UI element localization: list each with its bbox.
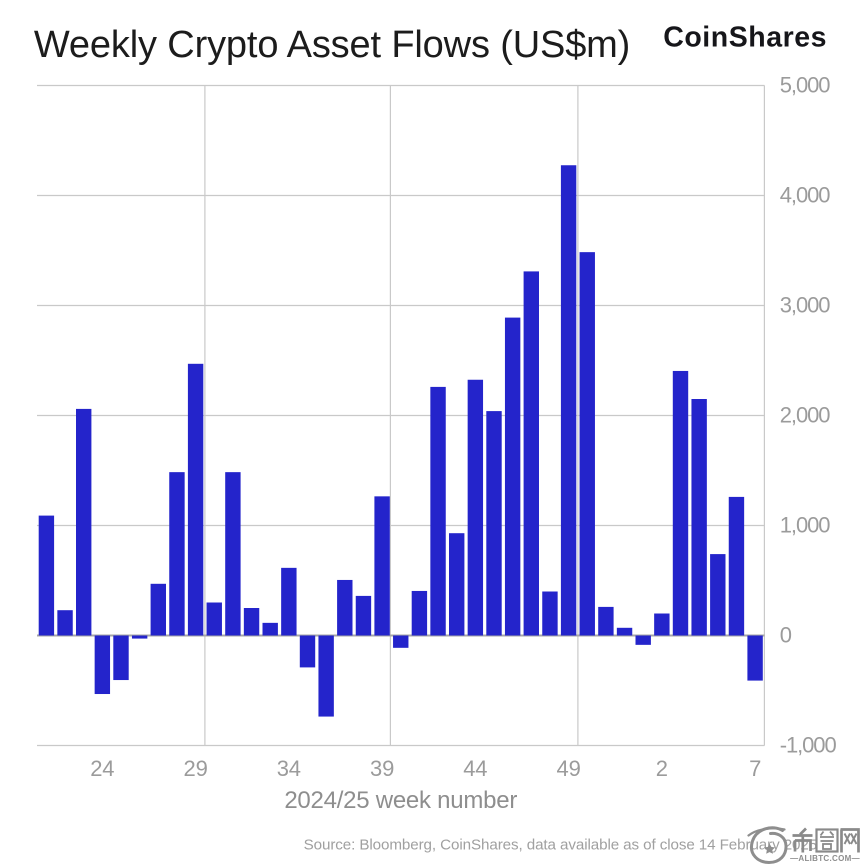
svg-text:49: 49 [557, 756, 581, 781]
svg-text:5,000: 5,000 [780, 73, 830, 98]
svg-text:Source: Bloomberg, CoinShares,: Source: Bloomberg, CoinShares, data avai… [304, 837, 818, 854]
svg-text:39: 39 [370, 756, 394, 781]
svg-text:2: 2 [656, 756, 668, 781]
svg-text:CoinShares: CoinShares [663, 22, 827, 54]
svg-text:1,000: 1,000 [780, 513, 830, 538]
svg-text:2,000: 2,000 [780, 403, 830, 428]
svg-text:4,000: 4,000 [780, 183, 830, 208]
svg-text:34: 34 [277, 756, 301, 781]
svg-text:7: 7 [749, 756, 761, 781]
svg-text:3,000: 3,000 [780, 293, 830, 318]
svg-text:29: 29 [184, 756, 208, 781]
svg-text:—ALIBTC.COM—: —ALIBTC.COM— [790, 854, 860, 863]
svg-text:2024/25 week number: 2024/25 week number [284, 787, 517, 814]
svg-text:44: 44 [463, 756, 487, 781]
svg-text:24: 24 [90, 756, 114, 781]
svg-text:0: 0 [780, 623, 792, 648]
svg-text:Weekly Crypto Asset Flows (US$: Weekly Crypto Asset Flows (US$m) [34, 24, 630, 66]
svg-text:-1,000: -1,000 [780, 733, 837, 758]
